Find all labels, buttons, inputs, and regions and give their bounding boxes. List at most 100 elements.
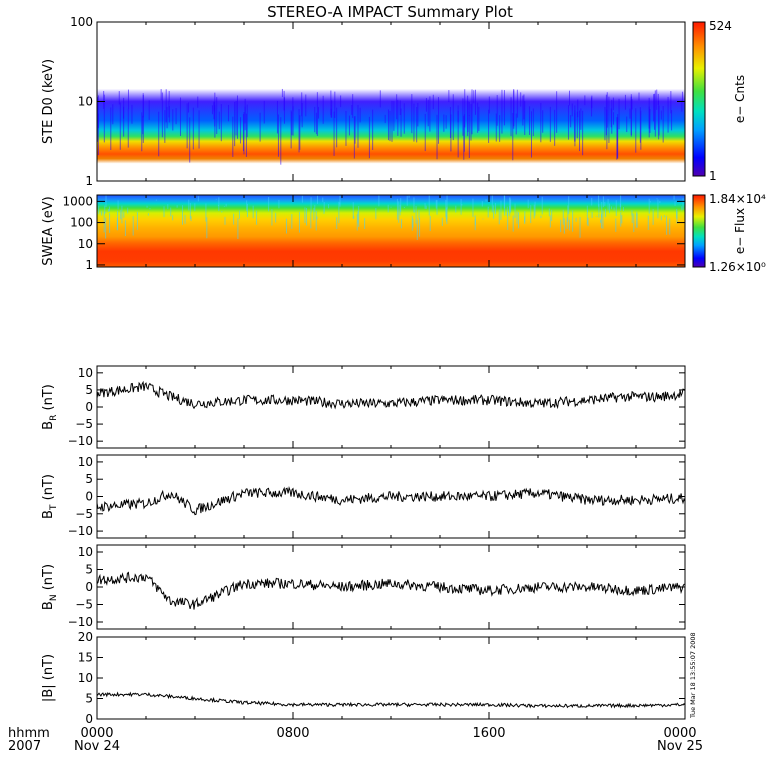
heatmap-texture	[674, 195, 675, 199]
heatmap-texture	[310, 212, 311, 229]
colorbar-label: e− Flux	[733, 208, 747, 254]
heatmap-texture	[614, 207, 615, 210]
heatmap-texture	[108, 209, 109, 212]
heatmap-texture	[214, 105, 215, 137]
heatmap-texture	[137, 212, 138, 230]
heatmap-texture	[504, 196, 505, 216]
heatmap-texture	[349, 116, 350, 136]
heatmap-texture	[470, 104, 471, 140]
heatmap-texture	[666, 216, 667, 235]
heatmap-texture	[105, 218, 106, 239]
heatmap-texture	[482, 201, 483, 206]
y-tick-label: 20	[78, 630, 93, 644]
heatmap-texture	[681, 101, 682, 112]
heatmap-texture	[369, 117, 370, 158]
heatmap-texture	[127, 208, 128, 214]
heatmap-texture	[635, 108, 636, 152]
heatmap-texture	[417, 220, 418, 240]
heatmap-texture	[507, 212, 508, 230]
heatmap-texture	[426, 206, 427, 209]
heatmap-texture	[554, 110, 555, 146]
heatmap-texture	[475, 219, 476, 225]
heatmap-texture	[426, 98, 427, 112]
heatmap-texture	[670, 91, 671, 113]
time-tick-label-2: 1600	[472, 726, 505, 741]
y-tick-label: −5	[75, 417, 93, 431]
heatmap-texture	[601, 202, 602, 217]
heatmap-texture	[433, 95, 434, 109]
heatmap-texture	[336, 217, 337, 229]
heatmap-texture	[574, 105, 575, 140]
heatmap-texture	[613, 98, 614, 111]
heatmap-texture	[105, 212, 106, 213]
heatmap-texture	[133, 216, 134, 235]
heatmap-texture	[633, 214, 634, 232]
heatmap-texture	[278, 114, 279, 156]
heatmap-texture	[358, 206, 359, 227]
heatmap-texture	[640, 111, 641, 150]
heatmap-texture	[486, 199, 487, 201]
heatmap-texture	[500, 201, 501, 220]
heatmap-texture	[188, 200, 189, 211]
heatmap-texture	[600, 220, 601, 223]
heatmap-texture	[611, 206, 612, 209]
heatmap-texture	[467, 101, 468, 132]
heatmap-texture	[632, 213, 633, 223]
heatmap-texture	[164, 206, 165, 217]
heatmap-texture	[605, 209, 606, 217]
heatmap-texture	[524, 211, 525, 222]
heatmap-texture	[392, 101, 393, 142]
heatmap-texture	[582, 111, 583, 155]
heatmap-texture	[499, 210, 500, 225]
series-line-4	[97, 573, 685, 610]
heatmap-texture	[579, 111, 580, 152]
heatmap-texture	[125, 220, 126, 236]
heatmap-texture	[504, 90, 505, 125]
heatmap-texture	[232, 117, 233, 157]
heatmap-texture	[631, 94, 632, 136]
heatmap-texture	[336, 108, 337, 148]
heatmap-texture	[199, 110, 200, 148]
heatmap-texture	[357, 105, 358, 148]
heatmap-texture	[572, 103, 573, 116]
heatmap-texture	[396, 94, 397, 119]
heatmap-texture	[648, 216, 649, 230]
heatmap-texture	[629, 109, 630, 119]
heatmap-texture	[340, 95, 341, 107]
heatmap-texture	[299, 212, 300, 233]
heatmap-texture	[388, 205, 389, 213]
heatmap-texture	[497, 95, 498, 126]
heatmap-texture	[389, 111, 390, 141]
heatmap-fill-1	[97, 195, 685, 267]
heatmap-texture	[649, 199, 650, 214]
heatmap-texture	[240, 117, 241, 143]
heatmap-texture	[488, 208, 489, 218]
heatmap-texture	[185, 215, 186, 224]
heatmap-texture	[436, 200, 437, 208]
y-tick-label: 100	[70, 216, 93, 230]
heatmap-texture	[413, 197, 414, 212]
heatmap-texture	[587, 206, 588, 225]
heatmap-texture	[448, 90, 449, 102]
heatmap-texture	[608, 199, 609, 210]
heatmap-texture	[576, 218, 577, 222]
heatmap-texture	[141, 112, 142, 151]
y-tick-label: 1000	[62, 194, 93, 208]
heatmap-texture	[602, 211, 603, 229]
heatmap-texture	[156, 200, 157, 201]
heatmap-texture	[425, 203, 426, 209]
y-tick-label: 0	[85, 490, 93, 504]
plot-title: STEREO-A IMPACT Summary Plot	[267, 3, 513, 21]
heatmap-texture	[453, 94, 454, 140]
heatmap-texture	[488, 110, 489, 143]
heatmap-texture	[172, 109, 173, 130]
y-tick-label: 1	[85, 258, 93, 272]
heatmap-texture	[409, 196, 410, 198]
heatmap-texture	[446, 218, 447, 224]
heatmap-texture	[477, 103, 478, 133]
heatmap-texture	[442, 218, 443, 226]
heatmap-texture	[429, 96, 430, 131]
heatmap-texture	[598, 214, 599, 218]
